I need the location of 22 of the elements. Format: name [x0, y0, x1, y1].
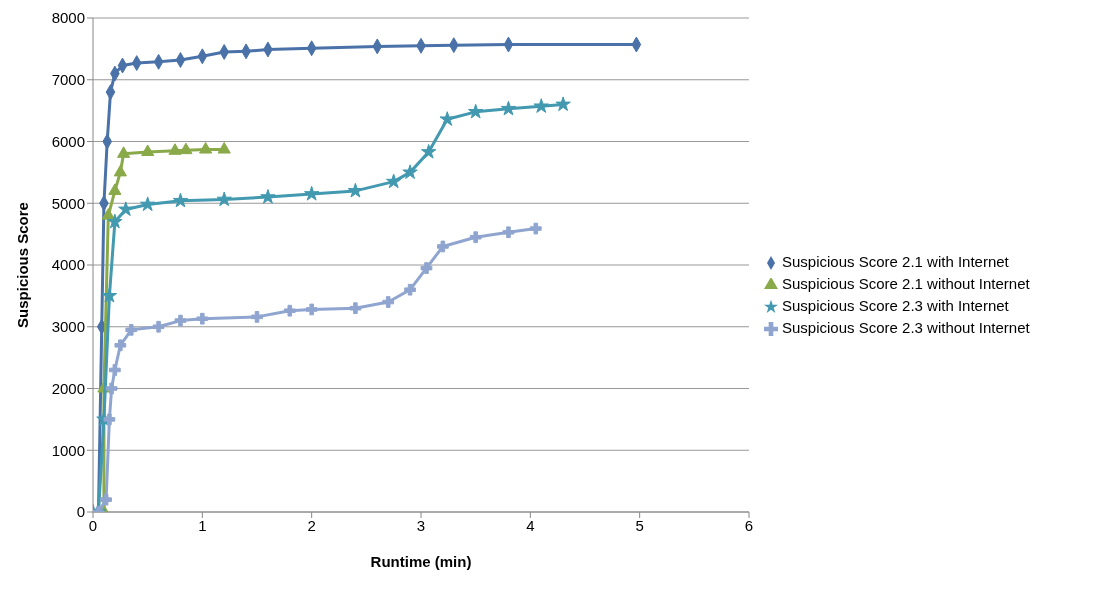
- y-tick-label: 1000: [51, 441, 85, 459]
- x-axis-title: Runtime (min): [370, 553, 472, 570]
- y-tick-label: 0: [76, 503, 85, 521]
- y-tick-label: 3000: [51, 318, 85, 336]
- x-tick-label: 6: [744, 516, 754, 534]
- y-axis-title: Suspicious Score: [14, 202, 32, 328]
- x-tick-label: 5: [635, 516, 644, 534]
- y-tick-label: 7000: [51, 71, 85, 89]
- x-tick-label: 2: [307, 516, 316, 534]
- y-tick-label: 4000: [51, 256, 85, 274]
- y-tick-label: 6000: [51, 132, 85, 150]
- legend-label: Suspicious Score 2.1 with Internet: [782, 253, 1009, 270]
- y-tick-label: 5000: [51, 194, 85, 212]
- legend-label: Suspicious Score 2.1 without Internet: [782, 275, 1030, 292]
- y-tick-label: 8000: [51, 9, 85, 27]
- legend-label: Suspicious Score 2.3 without Internet: [782, 319, 1030, 336]
- x-tick-label: 1: [198, 516, 207, 534]
- x-tick-label: 4: [526, 516, 535, 534]
- legend-label: Suspicious Score 2.3 with Internet: [782, 297, 1009, 314]
- x-tick-label: 0: [88, 516, 98, 534]
- y-tick-label: 2000: [51, 379, 85, 397]
- x-tick-label: 3: [416, 516, 426, 534]
